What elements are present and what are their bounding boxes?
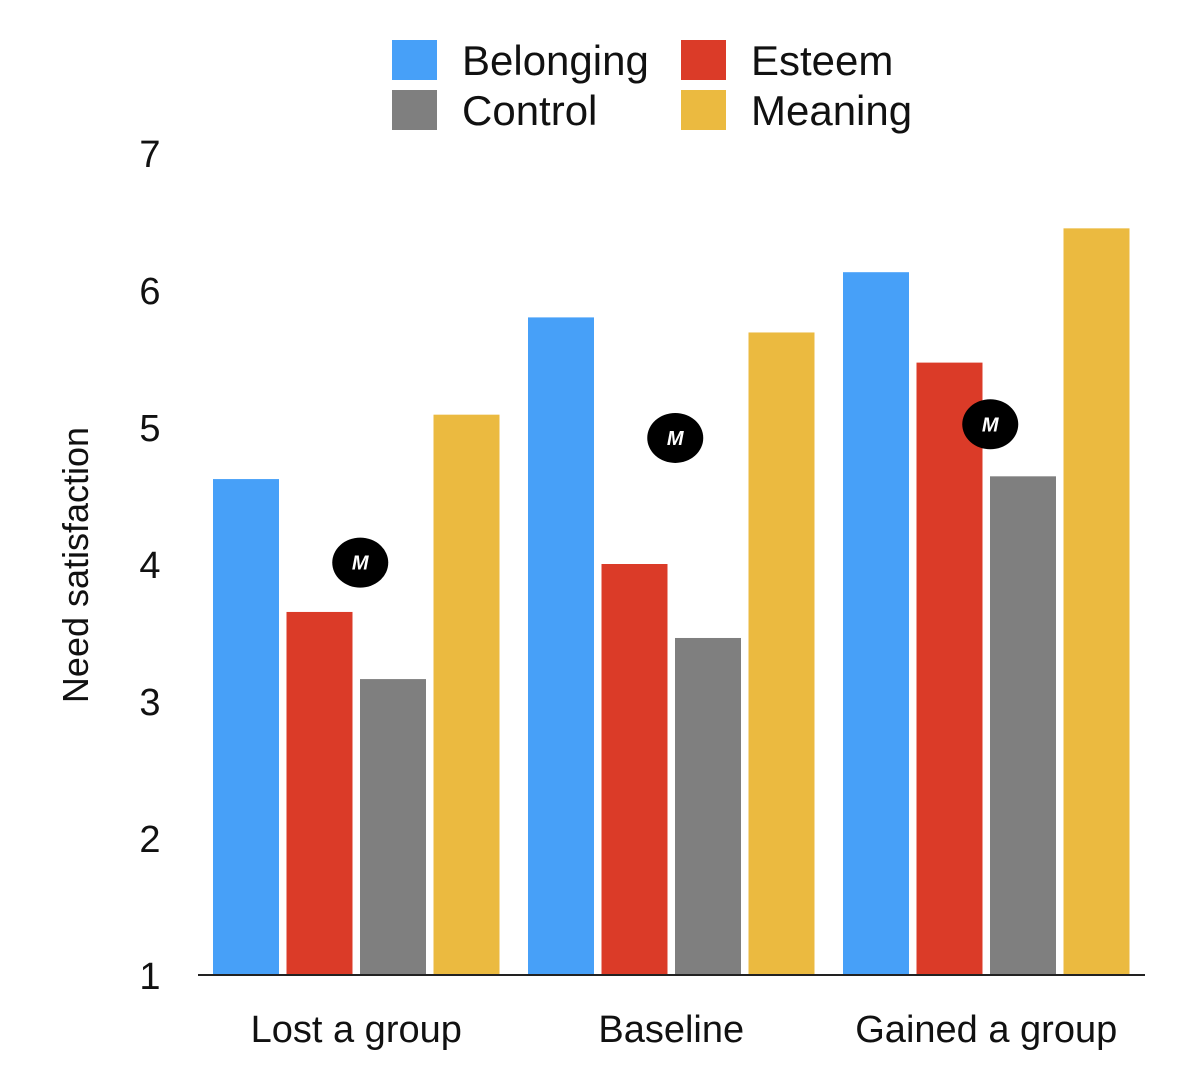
bar-meaning-baseline [748, 332, 815, 976]
bar-control-baseline [675, 637, 741, 975]
bar-esteem-gained-a-group [916, 362, 983, 975]
bar-belonging-gained-a-group [843, 272, 909, 975]
y-tick-label: 5 [139, 408, 160, 450]
legend-label: Esteem [751, 37, 893, 84]
legend-label: Control [462, 87, 597, 134]
annotation-marker: M [332, 537, 389, 588]
legend-item-esteem: Esteem [681, 37, 893, 84]
x-category-label: Gained a group [855, 1009, 1117, 1051]
annotation-text: M [982, 414, 1000, 436]
y-tick-label: 4 [139, 545, 160, 587]
legend-label: Meaning [751, 87, 912, 134]
x-category-label: Baseline [598, 1009, 744, 1051]
annotation-text: M [352, 553, 370, 575]
y-tick-label: 3 [139, 682, 160, 724]
legend-item-belonging: Belonging [392, 37, 649, 84]
bars [213, 228, 1130, 976]
bar-esteem-baseline [601, 564, 668, 975]
annotation-text: M [667, 428, 685, 450]
legend-swatch [392, 40, 437, 80]
y-tick-label: 2 [139, 819, 160, 861]
annotation-badge [332, 537, 389, 588]
annotation-badge [647, 412, 704, 463]
annotation-marker: M [962, 399, 1019, 450]
bar-belonging-baseline [528, 317, 594, 975]
y-tick-label: 6 [139, 271, 160, 313]
annotation-badge [962, 399, 1019, 450]
bar-control-lost-a-group [360, 679, 426, 975]
x-axis-categories: Lost a group Baseline Gained a group [251, 1009, 1118, 1051]
bar-esteem-lost-a-group [286, 611, 353, 975]
bar-belonging-lost-a-group [213, 479, 279, 975]
y-tick-label: 7 [139, 134, 160, 176]
legend-swatch [681, 40, 726, 80]
annotations: M M M [332, 399, 1019, 588]
bar-meaning-gained-a-group [1063, 228, 1130, 976]
x-category-label: Lost a group [251, 1009, 462, 1051]
legend-item-meaning: Meaning [681, 87, 912, 134]
legend-swatch [392, 90, 437, 130]
bar-control-gained-a-group [990, 476, 1056, 975]
legend-label: Belonging [462, 37, 649, 84]
y-axis-label: Need satisfaction [55, 427, 96, 703]
bar-meaning-lost-a-group [433, 414, 500, 975]
legend: Belonging Esteem Control Meaning [392, 37, 912, 134]
y-axis-ticks: 1 2 3 4 5 6 7 [139, 134, 160, 998]
annotation-marker: M [647, 412, 704, 463]
legend-swatch [681, 90, 726, 130]
legend-item-control: Control [392, 87, 597, 134]
y-tick-label: 1 [139, 956, 160, 998]
